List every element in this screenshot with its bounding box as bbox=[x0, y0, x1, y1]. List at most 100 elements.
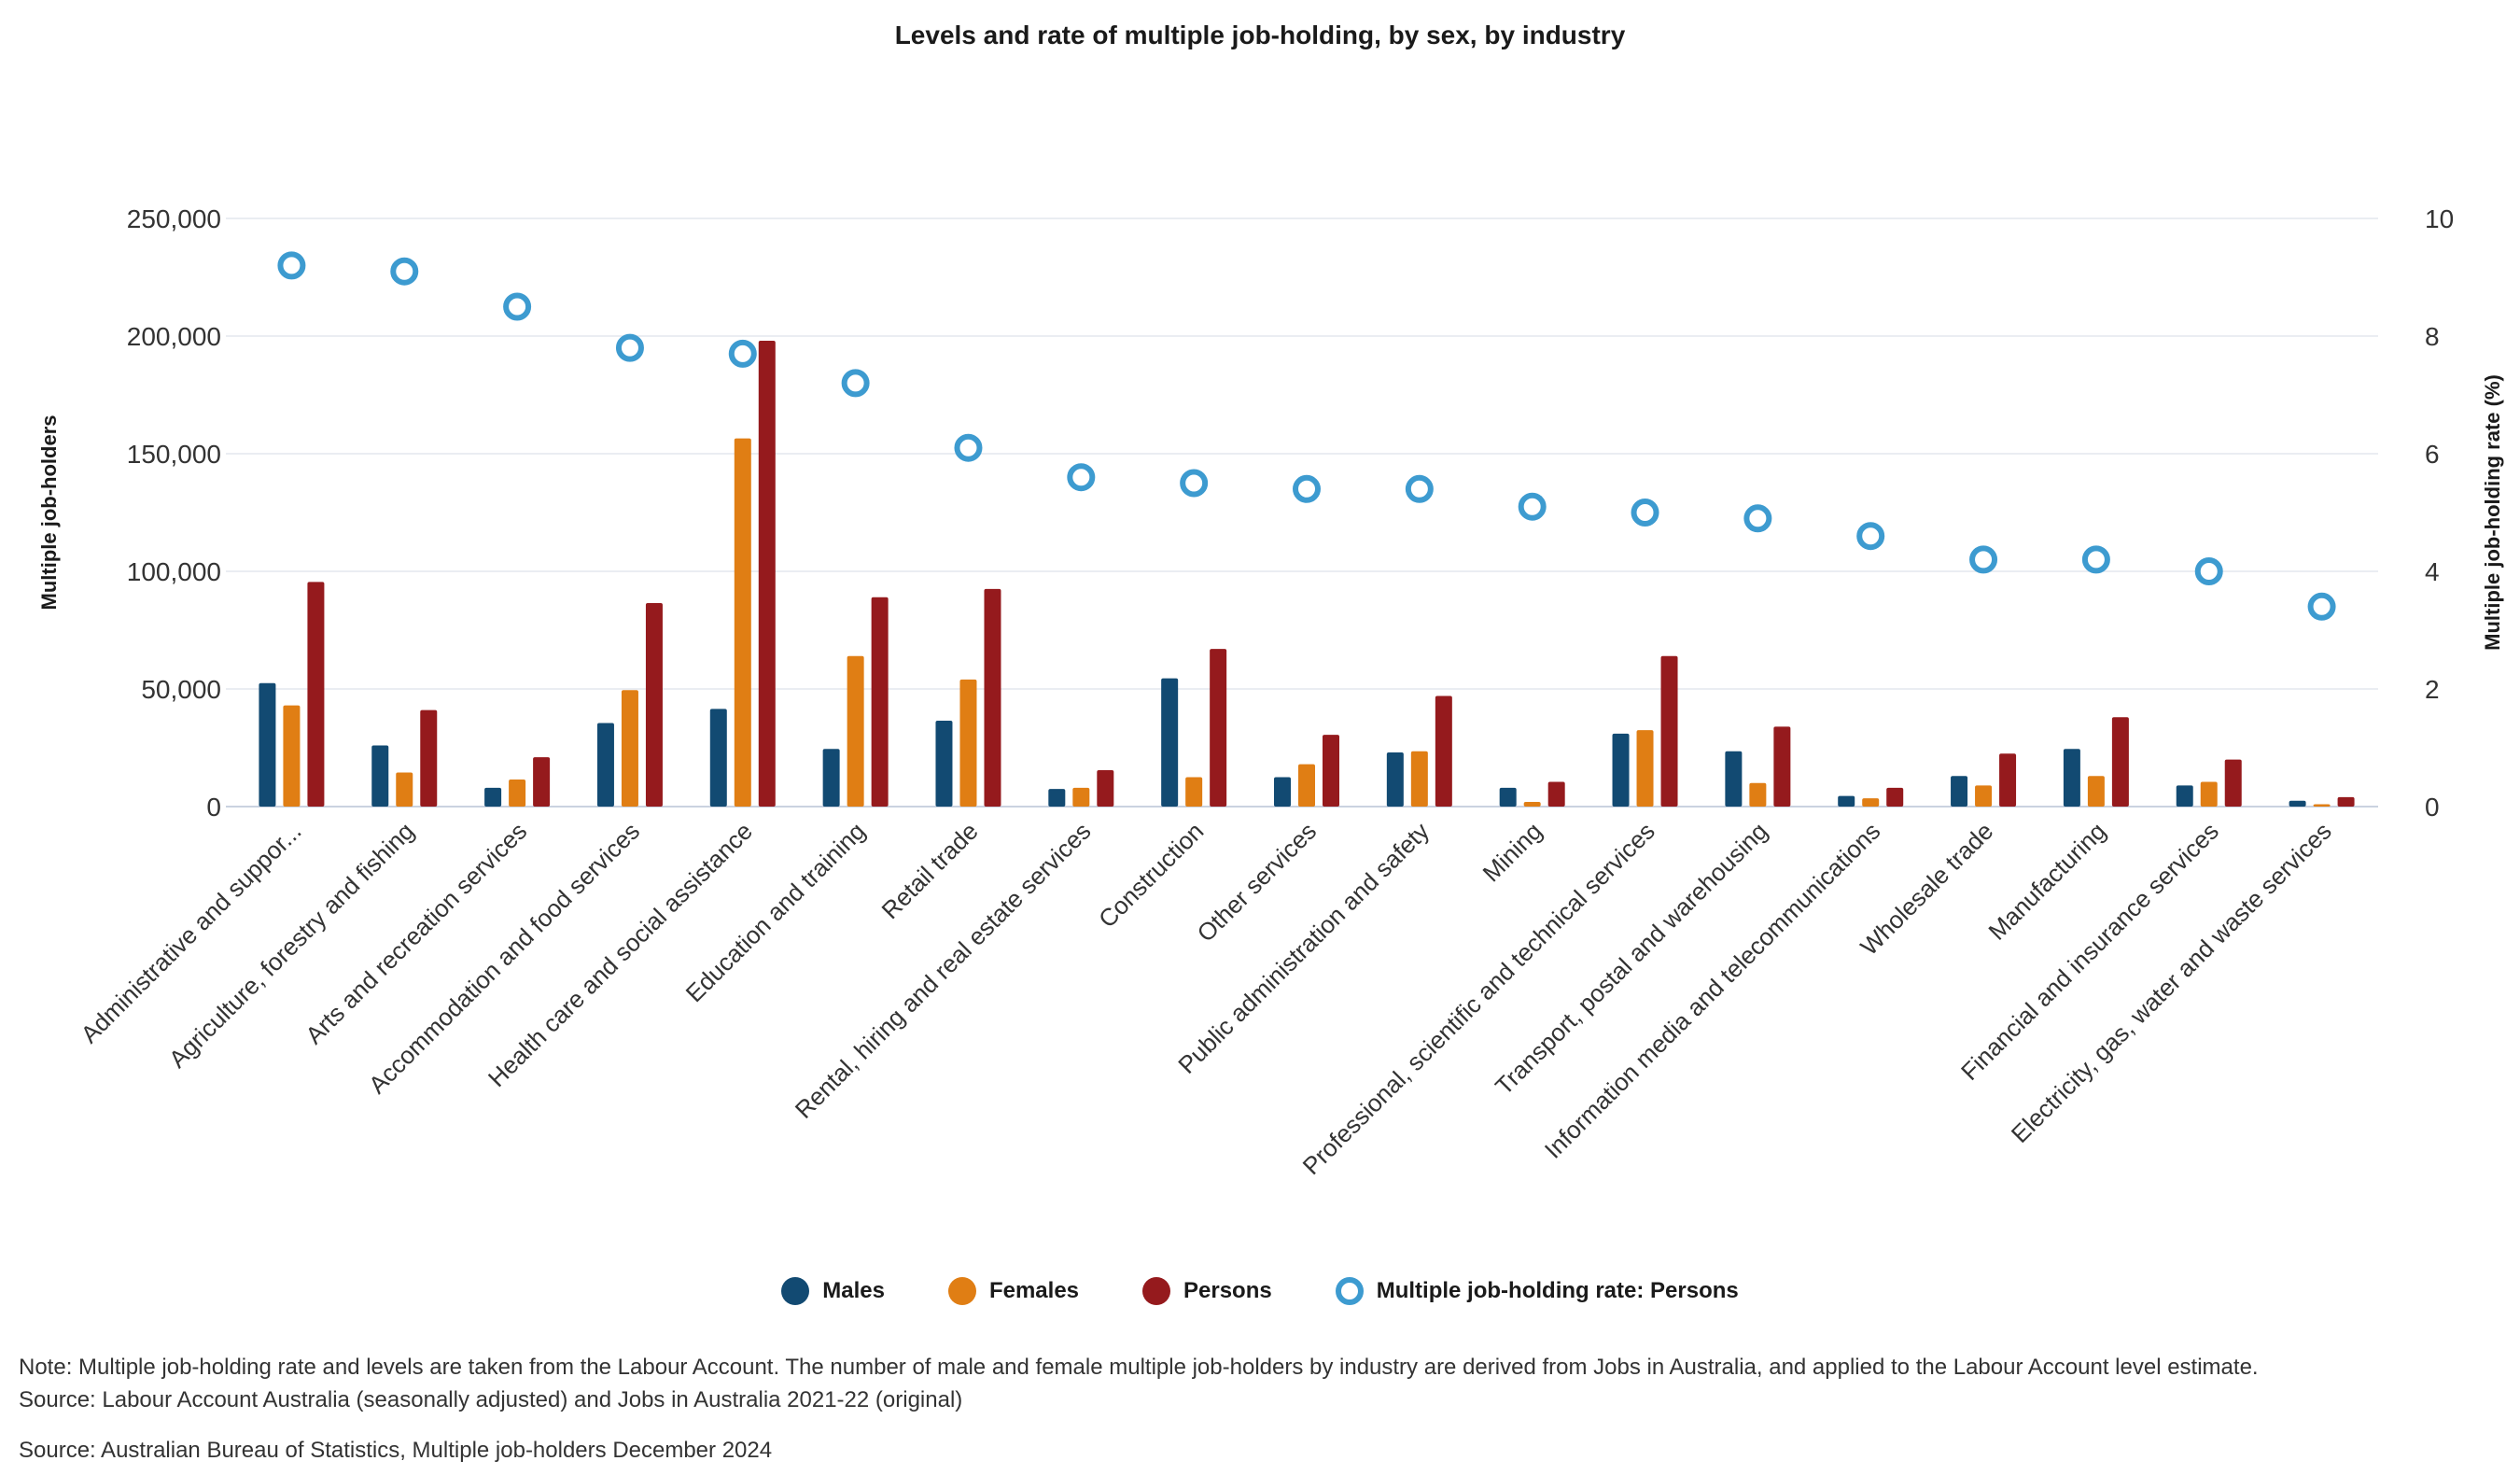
y2-tick-label: 4 bbox=[2425, 557, 2440, 586]
bar-males bbox=[2289, 800, 2306, 807]
x-tick-label: Other services bbox=[1192, 817, 1323, 948]
legend-label-females: Females bbox=[988, 1278, 1080, 1303]
bar-females bbox=[2200, 781, 2218, 807]
bar-males bbox=[1274, 777, 1291, 807]
bar-females bbox=[1072, 787, 1090, 807]
rate-point bbox=[1293, 474, 1321, 503]
rate-point bbox=[503, 292, 532, 321]
bar-males bbox=[1386, 752, 1404, 807]
rate-point bbox=[1067, 463, 1096, 492]
rate-point bbox=[954, 433, 983, 462]
legend-item-females[interactable]: Females bbox=[947, 1277, 1080, 1305]
bar-females bbox=[1410, 751, 1428, 807]
legend-label-persons: Persons bbox=[1183, 1278, 1272, 1303]
bar-males bbox=[1951, 776, 1968, 807]
legend-item-males[interactable]: Males bbox=[781, 1277, 885, 1305]
chart-plot: 0 50,000 100,000 150,000 200,000 250,000 0 2 4 6 8… bbox=[37, 204, 2504, 1180]
bar-females bbox=[847, 655, 864, 807]
rate-point bbox=[1743, 504, 1772, 533]
legend-item-persons[interactable]: Persons bbox=[1142, 1277, 1272, 1305]
rate-point bbox=[1969, 545, 1998, 574]
rate-point bbox=[615, 333, 644, 362]
chart-legend: Males Females Persons Multiple job-holdi… bbox=[0, 1277, 2520, 1305]
y2-tick-label: 6 bbox=[2425, 440, 2440, 469]
bar-persons bbox=[420, 709, 438, 807]
bar-persons bbox=[758, 341, 776, 807]
bar-females bbox=[621, 690, 638, 807]
bar-males bbox=[935, 721, 953, 807]
rate-point bbox=[1856, 522, 1885, 551]
bar-males bbox=[822, 749, 840, 807]
x-tick-label: Public administration and safety bbox=[1172, 817, 1435, 1079]
y-axis-title: Multiple job-holders bbox=[37, 415, 61, 611]
y-tick-label: 200,000 bbox=[127, 322, 221, 351]
bar-females bbox=[1298, 764, 1315, 807]
bar-persons bbox=[984, 588, 1001, 807]
bar-persons bbox=[307, 582, 325, 807]
rate-point bbox=[1405, 474, 1434, 503]
bar-persons bbox=[2224, 759, 2242, 807]
y2-tick-label: 10 bbox=[2425, 204, 2454, 233]
bar-males bbox=[1161, 678, 1179, 807]
bar-persons bbox=[645, 603, 663, 807]
x-tick-label: Agriculture, forestry and fishing bbox=[163, 817, 420, 1074]
bar-persons bbox=[1547, 781, 1565, 807]
bar-females bbox=[734, 438, 751, 807]
legend-item-rate[interactable]: Multiple job-holding rate: Persons bbox=[1335, 1277, 1739, 1305]
bar-persons bbox=[1435, 695, 1452, 807]
legend-swatch-rate bbox=[1335, 1277, 1364, 1305]
bar-females bbox=[396, 772, 413, 807]
bar-males bbox=[596, 723, 614, 807]
x-tick-label: Administrative and suppor... bbox=[76, 817, 307, 1048]
rate-point bbox=[1180, 469, 1209, 498]
bar-males bbox=[1612, 733, 1630, 807]
y2-tick-label: 8 bbox=[2425, 322, 2440, 351]
legend-swatch-males bbox=[781, 1277, 810, 1305]
x-tick-label: Arts and recreation services bbox=[300, 817, 532, 1049]
bar-persons bbox=[1210, 649, 1227, 807]
legend-swatch-females bbox=[947, 1277, 976, 1305]
bar-persons bbox=[2337, 796, 2355, 807]
chart-notes: Note: Multiple job-holding rate and leve… bbox=[19, 1352, 2501, 1417]
x-tick-label: Manufacturing bbox=[1982, 817, 2111, 946]
legend-swatch-persons bbox=[1142, 1277, 1171, 1305]
bar-males bbox=[1048, 789, 1066, 807]
rate-point bbox=[2194, 557, 2223, 585]
legend-label-rate: Multiple job-holding rate: Persons bbox=[1376, 1278, 1739, 1303]
y-tick-label: 150,000 bbox=[127, 440, 221, 469]
chart-title: Levels and rate of multiple job-holding,… bbox=[894, 21, 1626, 49]
bar-females bbox=[2087, 776, 2105, 807]
bar-persons bbox=[1999, 753, 2017, 807]
rate-point bbox=[841, 369, 870, 398]
bar-females bbox=[1523, 801, 1541, 807]
bar-females bbox=[1185, 777, 1203, 807]
chart-source: Source: Australian Bureau of Statistics,… bbox=[19, 1438, 773, 1463]
bar-males bbox=[259, 682, 276, 807]
bar-persons bbox=[1323, 735, 1339, 807]
bar-females bbox=[1749, 782, 1767, 807]
bar-females bbox=[959, 679, 977, 807]
bar-males bbox=[1838, 795, 1855, 807]
rate-point bbox=[390, 257, 419, 286]
y2-tick-label: 2 bbox=[2425, 675, 2440, 704]
legend-label-males: Males bbox=[822, 1278, 885, 1303]
bar-persons bbox=[533, 757, 551, 807]
bar-males bbox=[1499, 787, 1517, 807]
y2-axis-title: Multiple job-holding rate (%) bbox=[2481, 374, 2504, 651]
rate-point bbox=[1631, 499, 1659, 527]
rate-point bbox=[728, 339, 757, 368]
bar-females bbox=[1862, 798, 1880, 807]
note-line-1: Note: Multiple job-holding rate and leve… bbox=[19, 1355, 2259, 1380]
rate-point bbox=[277, 251, 306, 280]
bar-persons bbox=[871, 597, 889, 807]
bar-males bbox=[371, 745, 389, 807]
bar-males bbox=[2063, 749, 2080, 807]
bar-persons bbox=[1773, 726, 1791, 807]
bar-males bbox=[484, 787, 502, 807]
y-tick-label: 100,000 bbox=[127, 557, 221, 586]
rate-point bbox=[1518, 492, 1547, 521]
bar-females bbox=[1636, 730, 1654, 807]
bar-persons bbox=[1097, 769, 1114, 807]
note-line-2: Source: Labour Account Australia (season… bbox=[19, 1386, 963, 1412]
bar-persons bbox=[1886, 787, 1904, 807]
